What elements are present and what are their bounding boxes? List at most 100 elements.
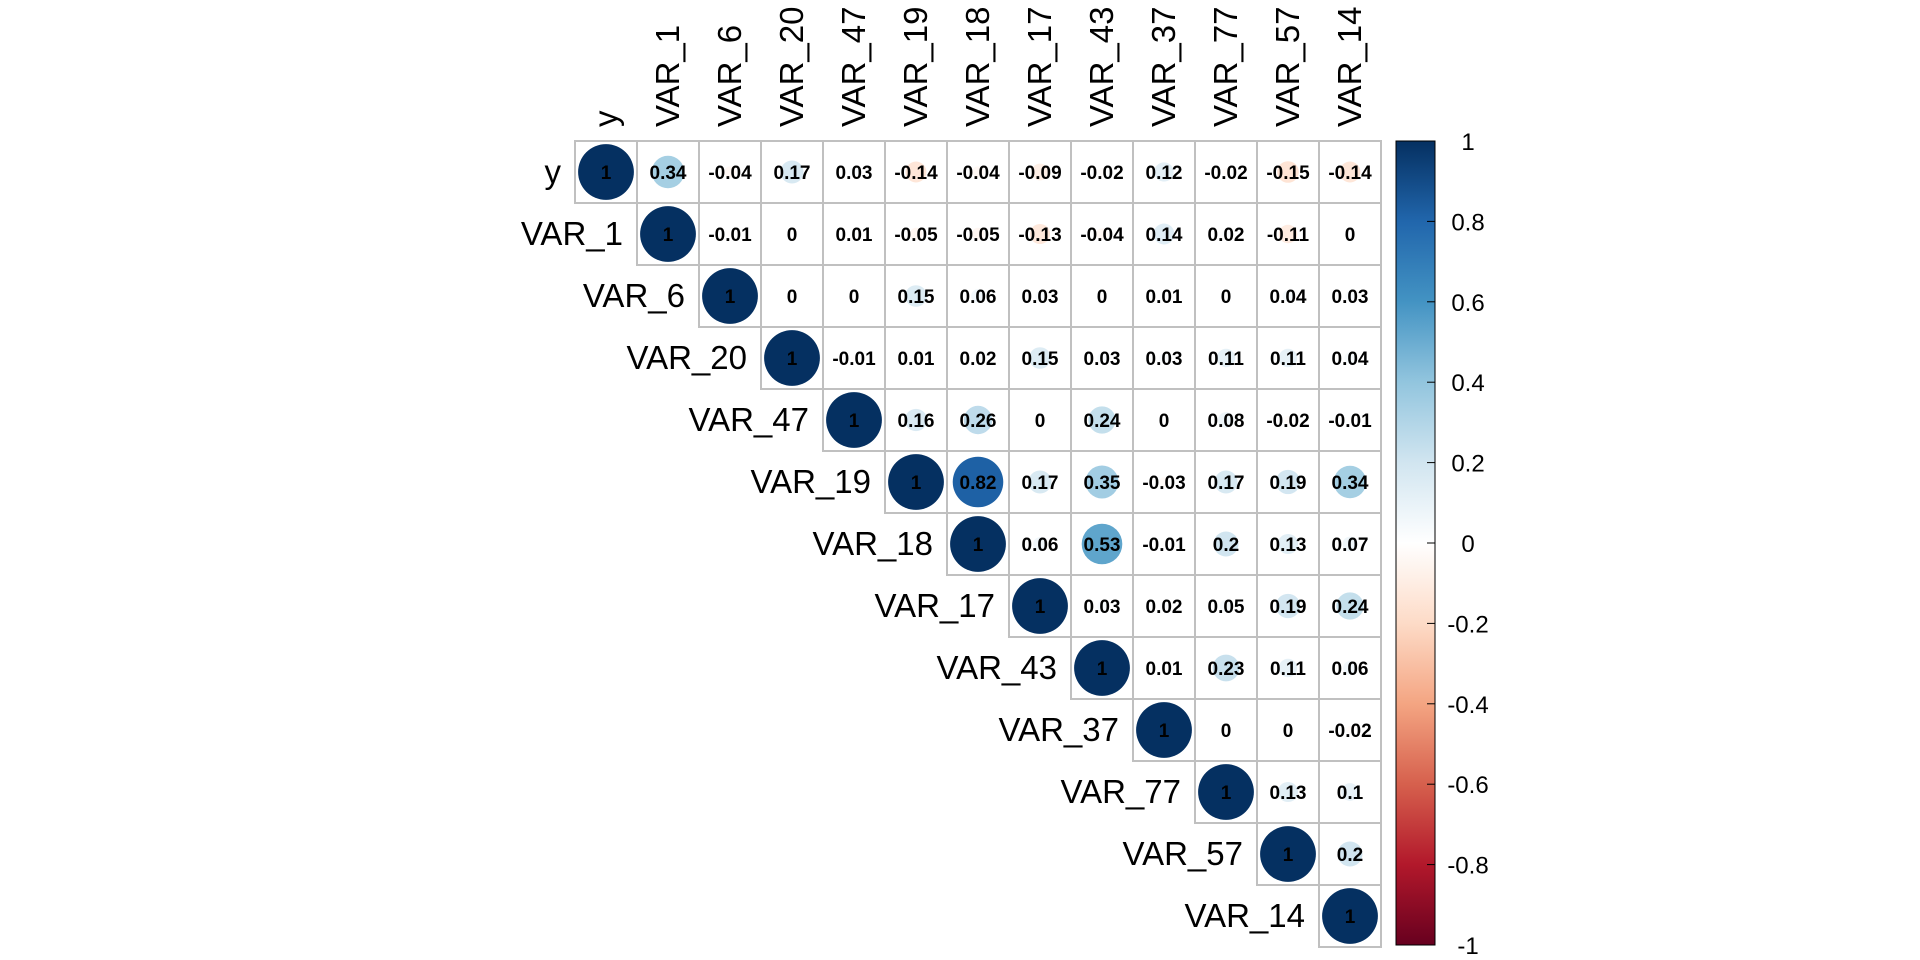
cell-value-label: 0 xyxy=(1221,721,1232,742)
cell-value-label: 0.26 xyxy=(960,411,997,432)
cell-value-label: 0.13 xyxy=(1270,783,1307,804)
cell-value-label: -0.14 xyxy=(1328,163,1372,184)
correlation-circle xyxy=(764,330,820,386)
correlation-circle xyxy=(1074,640,1130,696)
cell-value-label: 0 xyxy=(1035,411,1046,432)
correlation-circle xyxy=(1275,593,1301,619)
correlation-circle xyxy=(578,144,634,200)
correlation-circle xyxy=(851,355,857,361)
column-label: VAR_20 xyxy=(773,7,810,127)
cell-value-label: 0.03 xyxy=(1332,287,1369,308)
correlation-circle xyxy=(888,454,944,510)
cell-value-label: -0.01 xyxy=(708,225,752,246)
correlation-circle xyxy=(1322,888,1378,944)
cell-value-label: 0.01 xyxy=(1146,659,1183,680)
cell-value-label: 0.06 xyxy=(960,287,997,308)
correlation-circle xyxy=(974,354,982,362)
correlation-circle xyxy=(1028,470,1052,494)
cell-value-label: -0.01 xyxy=(1142,535,1186,556)
correlation-circle xyxy=(904,408,928,432)
cell-value-label: -0.05 xyxy=(894,225,938,246)
cell-value-label: -0.14 xyxy=(894,163,938,184)
legend-tick-label: 1 xyxy=(1461,129,1474,156)
row-labels: y VAR_1 VAR_6 VAR_20 VAR_47 VAR_19 VAR_18 VAR_1… xyxy=(521,153,1305,934)
cell-value-label: 1 xyxy=(725,287,736,308)
cell-value-label: 1 xyxy=(1283,845,1294,866)
correlation-circle xyxy=(724,166,736,178)
cell-value-label: 0 xyxy=(1283,721,1294,742)
correlation-circle xyxy=(913,355,919,361)
correlation-circle xyxy=(1275,469,1301,495)
cell-value-label: -0.01 xyxy=(1328,411,1372,432)
legend-tick-label: 0.8 xyxy=(1451,209,1484,236)
cell-value-label: 1 xyxy=(911,473,922,494)
cell-value-label: -0.02 xyxy=(1266,411,1309,432)
correlation-circle xyxy=(702,268,758,324)
cell-value-label: 0 xyxy=(1097,287,1108,308)
matrix-cell xyxy=(1256,698,1320,762)
column-label: VAR_6 xyxy=(711,25,748,127)
cell-value-label: -0.02 xyxy=(1328,721,1371,742)
cell-value-label: 0.06 xyxy=(1022,535,1059,556)
correlation-circle xyxy=(1035,291,1045,301)
cell-value-label: 0.02 xyxy=(1208,225,1245,246)
row-label: VAR_20 xyxy=(627,339,747,376)
cell-value-label: 0.24 xyxy=(1084,411,1121,432)
cell-value-label: 0.05 xyxy=(1208,597,1245,618)
cell-value-label: 0.06 xyxy=(1332,659,1369,680)
correlation-circle xyxy=(971,227,985,241)
column-label: VAR_37 xyxy=(1145,7,1182,127)
correlation-circle xyxy=(1088,406,1116,434)
correlation-circle xyxy=(727,231,733,237)
legend-tick-label: 0.6 xyxy=(1451,290,1484,317)
cell-value-label: 0.01 xyxy=(1146,287,1183,308)
column-label: VAR_19 xyxy=(897,7,934,127)
row-label: VAR_47 xyxy=(689,401,809,438)
cell-value-label: 0.2 xyxy=(1213,535,1239,556)
cell-value-label: 1 xyxy=(1345,907,1356,928)
correlation-circle xyxy=(1085,465,1119,499)
cell-value-label: 0.24 xyxy=(1332,597,1369,618)
matrix-cell xyxy=(1318,202,1382,266)
cell-value-label: 0 xyxy=(1345,225,1356,246)
cell-value-label: -0.15 xyxy=(1266,163,1310,184)
correlation-circle xyxy=(1277,161,1299,183)
cell-value-label: 1 xyxy=(787,349,798,370)
cell-value-label: 0.23 xyxy=(1208,659,1245,680)
column-label: VAR_17 xyxy=(1021,7,1058,127)
correlation-circle xyxy=(826,392,882,448)
correlation-circle xyxy=(1345,291,1355,301)
correlation-circle xyxy=(1096,228,1108,240)
correlation-circle xyxy=(1154,162,1174,182)
correlation-circle xyxy=(1161,665,1167,671)
column-label: VAR_1 xyxy=(649,25,686,127)
cell-value-label: 1 xyxy=(601,163,612,184)
row-label: VAR_6 xyxy=(583,277,685,314)
correlation-circle xyxy=(1341,783,1359,801)
cell-value-label: 0.2 xyxy=(1337,845,1363,866)
cell-value-label: -0.04 xyxy=(1080,225,1124,246)
correlation-circle xyxy=(1098,168,1106,176)
cell-value-label: 0.1 xyxy=(1337,783,1364,804)
correlation-circle xyxy=(1198,764,1254,820)
matrix-cell xyxy=(1318,450,1382,514)
cell-value-label: 0.17 xyxy=(1022,473,1059,494)
correlation-circle xyxy=(1278,224,1298,244)
cell-value-label: 0.01 xyxy=(836,225,873,246)
cell-value-label: -0.13 xyxy=(1018,225,1061,246)
correlation-circle xyxy=(1218,412,1234,428)
cell-value-label: 0.11 xyxy=(1270,349,1306,370)
correlation-circle xyxy=(1213,531,1239,557)
cell-value-label: 0.13 xyxy=(1270,535,1307,556)
cell-value-label: 0 xyxy=(1159,411,1170,432)
row-label: VAR_43 xyxy=(937,649,1057,686)
correlation-circle xyxy=(1031,163,1049,181)
matrix-cell xyxy=(760,264,824,328)
correlation-circle xyxy=(1222,168,1230,176)
correlation-circle xyxy=(1219,599,1233,613)
correlation-circle xyxy=(952,456,1004,508)
cell-value-label: 0.11 xyxy=(1270,659,1306,680)
correlation-circle xyxy=(963,405,993,435)
column-label: VAR_18 xyxy=(959,7,996,127)
